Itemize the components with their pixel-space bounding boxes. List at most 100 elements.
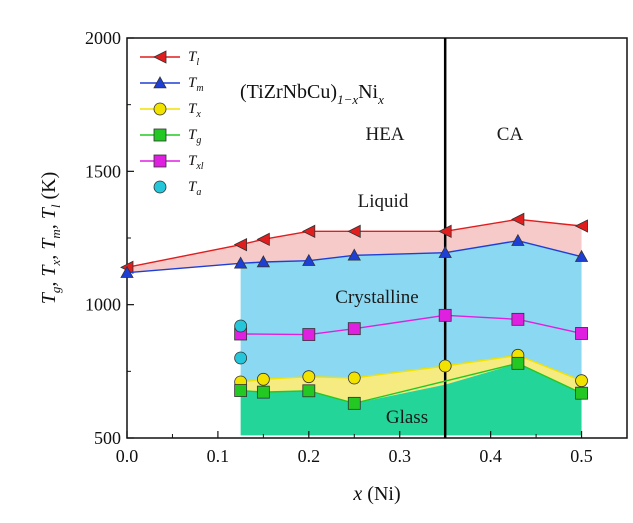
legend-marker	[153, 154, 167, 168]
data-point-tm	[347, 248, 361, 261]
data-point-tg	[575, 386, 588, 400]
x-tick-label: 0.4	[479, 446, 502, 466]
title-ni: Ni	[358, 81, 378, 103]
legend-label-main: T	[188, 127, 198, 143]
legend-label-sub: x	[195, 109, 201, 120]
legend-entry: Tl	[140, 49, 199, 68]
y-tick-label: 1000	[85, 295, 121, 315]
title-sub-x: x	[377, 92, 384, 107]
legend-marker	[153, 128, 167, 142]
data-point-tm	[256, 255, 271, 268]
data-point-ta	[234, 319, 248, 333]
y-label-part: , T	[38, 237, 60, 260]
x-tick-label: 0.2	[298, 446, 321, 466]
title-sub-one: 1	[337, 92, 344, 107]
legend-label-sub: l	[196, 57, 199, 68]
legend-label-sub: g	[196, 135, 201, 146]
x-tick-label: 0.5	[570, 446, 593, 466]
data-point-tx	[347, 371, 361, 385]
data-point-tg	[256, 385, 270, 399]
data-point-tx	[256, 372, 270, 386]
title-sub-minus-x: −x	[344, 92, 359, 107]
data-point-tl	[574, 219, 588, 233]
data-point-tm	[438, 245, 452, 258]
data-point-txl	[575, 327, 588, 340]
legend-entry: Tg	[140, 127, 201, 146]
data-point-tm	[574, 249, 589, 262]
x-axis-label: x (Ni)	[352, 483, 400, 505]
legend-marker	[153, 50, 167, 64]
series-tg	[234, 356, 588, 410]
legend-entry: Tm	[140, 75, 204, 94]
x-axis-var: x	[352, 483, 362, 505]
data-point-txl	[438, 308, 452, 322]
legend-label-main: T	[188, 49, 198, 65]
data-point-tg	[347, 396, 361, 410]
x-axis-unit: (Ni)	[362, 483, 400, 505]
data-point-txl	[347, 322, 361, 336]
x-tick-label: 0.3	[388, 446, 411, 466]
y-tick-label: 500	[94, 428, 121, 448]
legend-entry: Ta	[153, 179, 201, 198]
data-point-tl	[256, 232, 270, 246]
data-point-tg	[302, 384, 316, 398]
legend-label: Ta	[188, 179, 201, 198]
y-axis-label: Tg, Tx, Tm, Tl (K)	[38, 172, 63, 305]
data-point-tl	[347, 224, 361, 238]
legend-entry: Tx	[140, 101, 201, 120]
legend-entry: Txl	[140, 153, 204, 172]
y-label-sub: g	[48, 286, 63, 293]
data-point-tl	[301, 224, 316, 238]
data-point-tm	[120, 265, 134, 278]
glass-region	[240, 363, 582, 436]
y-tick-label: 2000	[85, 28, 121, 48]
legend-label: Tg	[188, 127, 201, 146]
data-point-tg	[234, 384, 248, 397]
data-point-tg	[511, 356, 525, 370]
y-label-part: , T	[38, 206, 60, 229]
legend-label-main: T	[188, 75, 198, 91]
region-label-glass: Glass	[386, 407, 428, 428]
series-tx	[234, 348, 588, 389]
legend-label: Tx	[188, 101, 201, 120]
region-label-ca: CA	[497, 124, 524, 145]
data-point-tl	[233, 238, 248, 252]
series-line-txl	[240, 314, 582, 336]
data-point-tm	[302, 253, 316, 266]
region-label-liquid: Liquid	[358, 191, 409, 212]
data-point-tm	[511, 233, 525, 246]
supercooled-liquid-region	[240, 355, 582, 404]
y-label-part: , T	[38, 264, 60, 287]
data-point-tl	[511, 212, 525, 226]
data-series	[120, 212, 589, 410]
legend-marker	[153, 76, 167, 89]
series-line-tm	[126, 239, 582, 274]
legend-label: Tm	[188, 75, 204, 94]
legend-label-sub: m	[196, 83, 203, 94]
y-label-sub: x	[48, 260, 63, 267]
data-point-tx	[302, 370, 316, 384]
legend-label: Txl	[188, 153, 204, 172]
legend-label-main: T	[188, 101, 198, 117]
legend-label-main: T	[188, 179, 198, 195]
region-label-hea: HEA	[365, 124, 404, 145]
data-point-tl	[438, 224, 452, 238]
region-label-crystalline: Crystalline	[335, 287, 418, 308]
axis-ticks: 0.0 0.1 0.2 0.3 0.4 0.5 500 1000 1500 2000	[85, 28, 628, 466]
legend-label: Tl	[188, 49, 199, 68]
legend-label-sub: a	[196, 187, 201, 198]
legend-label-main: T	[188, 153, 198, 169]
x-tick-label: 0.0	[116, 446, 139, 466]
legend-marker	[153, 102, 167, 116]
data-point-txl	[511, 312, 525, 326]
series-ta	[234, 319, 248, 365]
y-label-sub: l	[48, 204, 63, 208]
data-point-txl	[302, 328, 316, 341]
y-label-unit: (K)	[38, 172, 60, 205]
y-label-part: T	[38, 291, 60, 304]
legend-marker	[153, 180, 167, 194]
series-tm	[120, 233, 589, 278]
legend-label-sub: xl	[195, 161, 203, 172]
